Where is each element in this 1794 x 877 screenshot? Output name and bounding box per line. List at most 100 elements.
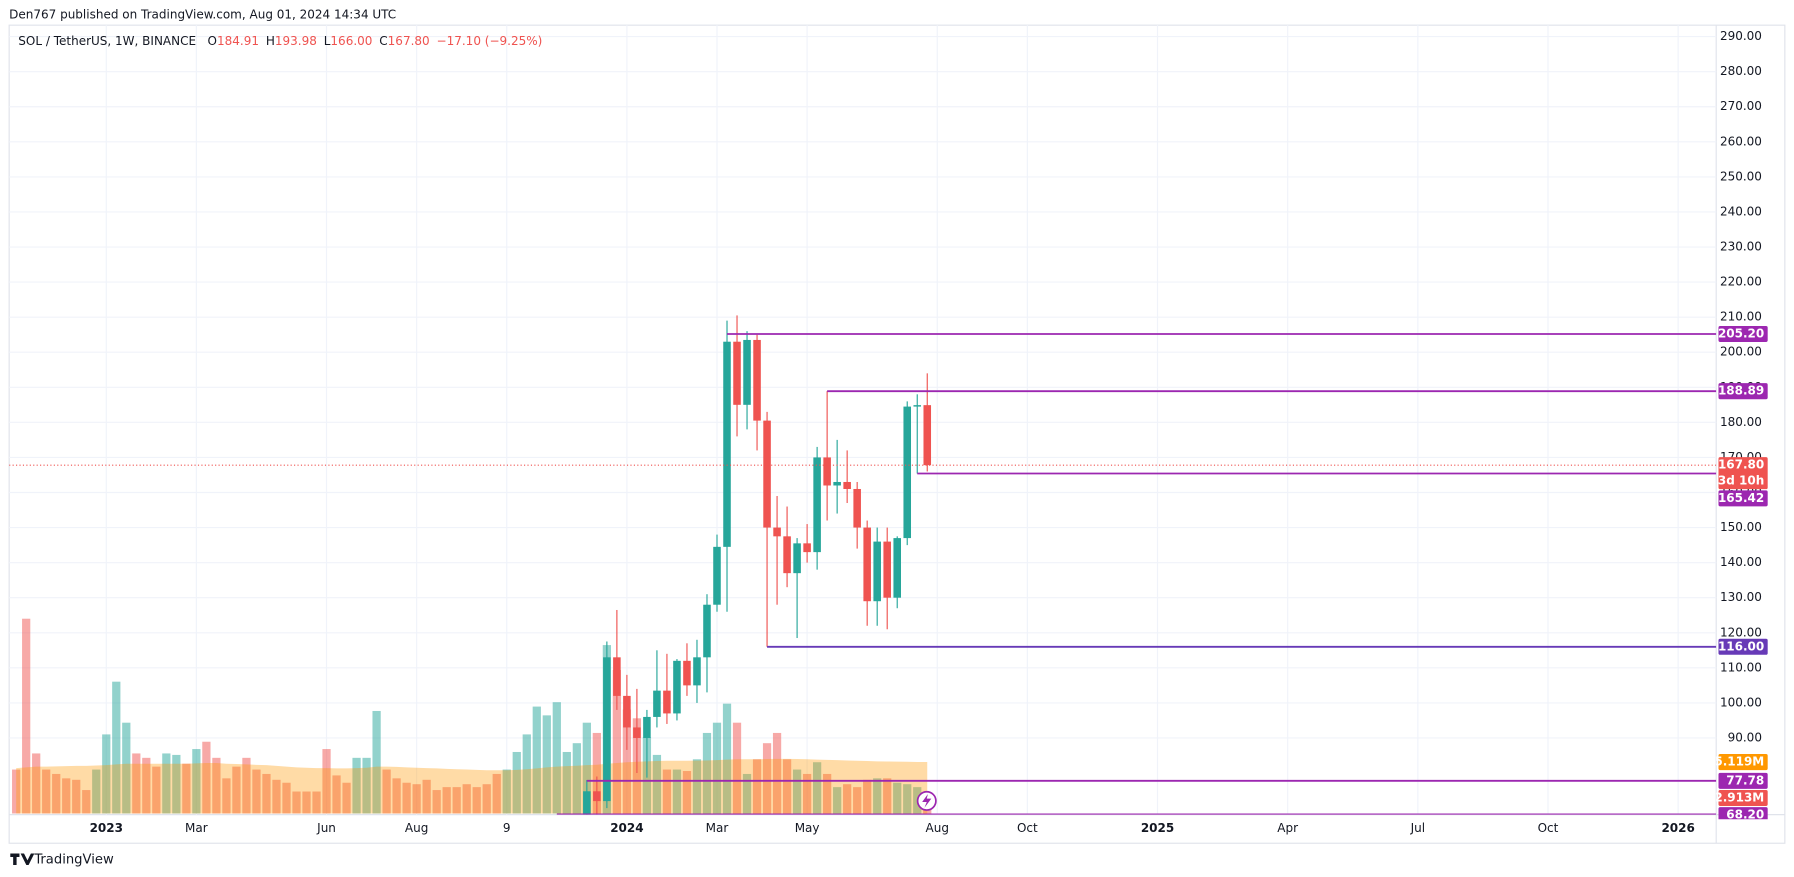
- y-tick-label: 100.00: [1720, 695, 1762, 709]
- candle-body: [723, 341, 731, 547]
- volume-bar: [823, 773, 832, 814]
- price-tag: [1718, 772, 1768, 789]
- candle-body: [753, 339, 761, 421]
- price-tag-label: 205.20: [1718, 326, 1764, 340]
- volume-bar: [692, 759, 702, 814]
- volume-bar: [442, 787, 451, 814]
- volume-bar: [462, 784, 471, 814]
- x-tick-label: Oct: [1017, 821, 1038, 835]
- price-tag-label: 116.00: [1718, 639, 1764, 653]
- volume-bar: [352, 757, 361, 814]
- volume-bar: [792, 769, 802, 814]
- volume-bar: [32, 753, 41, 814]
- candle-body: [713, 546, 721, 605]
- symbol: SOL / TetherUS, 1W, BINANCE: [18, 34, 196, 48]
- volume-bar: [612, 669, 622, 814]
- candle-body: [883, 541, 891, 598]
- candle-body: [803, 543, 811, 553]
- volume-bar: [893, 782, 902, 814]
- volume-bar: [272, 779, 281, 814]
- volume-bar: [392, 778, 401, 814]
- volume-bar: [532, 706, 541, 814]
- volume-bar: [42, 769, 51, 814]
- volume-bar: [242, 757, 251, 814]
- volume-bar: [873, 778, 882, 814]
- y-tick-label: 250.00: [1720, 169, 1762, 183]
- ohlc-value: 167.80: [388, 34, 430, 48]
- y-tick-label: 110.00: [1720, 660, 1762, 674]
- price-tag: [1718, 807, 1768, 820]
- price-tag: [1718, 490, 1768, 507]
- price-tag: [1718, 383, 1768, 400]
- volume-bar: [82, 790, 91, 814]
- price-tag: [1718, 325, 1768, 343]
- x-tick-label: 9: [503, 821, 511, 835]
- volume-bar: [292, 791, 301, 814]
- volume-bar: [662, 769, 672, 814]
- volume-bar: [732, 722, 742, 814]
- volume-bar: [422, 779, 431, 814]
- price-tag-label: 3d 10h: [1718, 474, 1764, 488]
- volume-bar: [342, 782, 351, 814]
- ohlc-key: O: [208, 34, 217, 48]
- candle-body: [643, 716, 651, 738]
- candle-body: [613, 657, 621, 696]
- candle-body: [593, 791, 601, 802]
- volume-bar: [572, 743, 581, 814]
- candle-body: [763, 420, 771, 528]
- ohlc-key: C: [379, 34, 387, 48]
- x-tick-label: 2026: [1661, 821, 1694, 835]
- volume-bar: [12, 769, 21, 814]
- volume-bar: [742, 773, 752, 814]
- candle-body: [793, 543, 801, 574]
- candle-body: [783, 536, 791, 574]
- candle-body: [663, 690, 671, 714]
- volume-bar: [512, 751, 521, 814]
- volume-bar: [482, 784, 491, 814]
- volume-bar: [122, 722, 131, 814]
- volume-bar: [322, 749, 331, 814]
- price-tag: [1718, 638, 1768, 655]
- candle-body: [633, 727, 641, 738]
- candle-body: [873, 541, 881, 602]
- volume-bar: [452, 787, 461, 814]
- y-tick-label: 230.00: [1720, 240, 1762, 254]
- volume-bar: [412, 784, 421, 814]
- volume-bar: [492, 773, 501, 814]
- volume-bar: [802, 773, 812, 814]
- volume-bar: [52, 773, 61, 814]
- candle-body: [923, 405, 932, 466]
- volume-bar: [212, 757, 221, 814]
- y-tick-label: 200.00: [1720, 345, 1762, 359]
- price-tag-label: 77.78: [1726, 773, 1764, 787]
- candle-body: [623, 695, 631, 728]
- volume-bar: [232, 766, 241, 814]
- volume-bar: [782, 759, 792, 814]
- volume-bar: [222, 778, 231, 814]
- x-tick-label: May: [795, 821, 820, 835]
- ohlc-key: H: [266, 34, 275, 48]
- volume-bar: [582, 722, 591, 814]
- volume-bar: [252, 769, 261, 814]
- y-tick-label: 220.00: [1720, 275, 1762, 289]
- candle-body: [853, 488, 861, 528]
- volume-bar: [833, 787, 842, 814]
- volume-bar: [552, 702, 561, 814]
- volume-ma-area: [16, 758, 928, 814]
- ohlc-value: 193.98: [275, 34, 317, 48]
- volume-bar: [202, 741, 211, 814]
- candle-body: [653, 690, 661, 717]
- price-tag-label: 188.89: [1718, 384, 1764, 398]
- volume-bar: [62, 778, 71, 814]
- ohlc-key: L: [324, 34, 331, 48]
- volume-bar: [302, 791, 311, 814]
- volume-bar: [622, 709, 632, 814]
- attribution: Den767 published on TradingView.com, Aug…: [9, 7, 396, 21]
- volume-bar: [502, 769, 511, 814]
- volume-bar: [362, 757, 371, 814]
- brand-name: TradingView: [33, 852, 114, 867]
- volume-bar: [182, 763, 191, 814]
